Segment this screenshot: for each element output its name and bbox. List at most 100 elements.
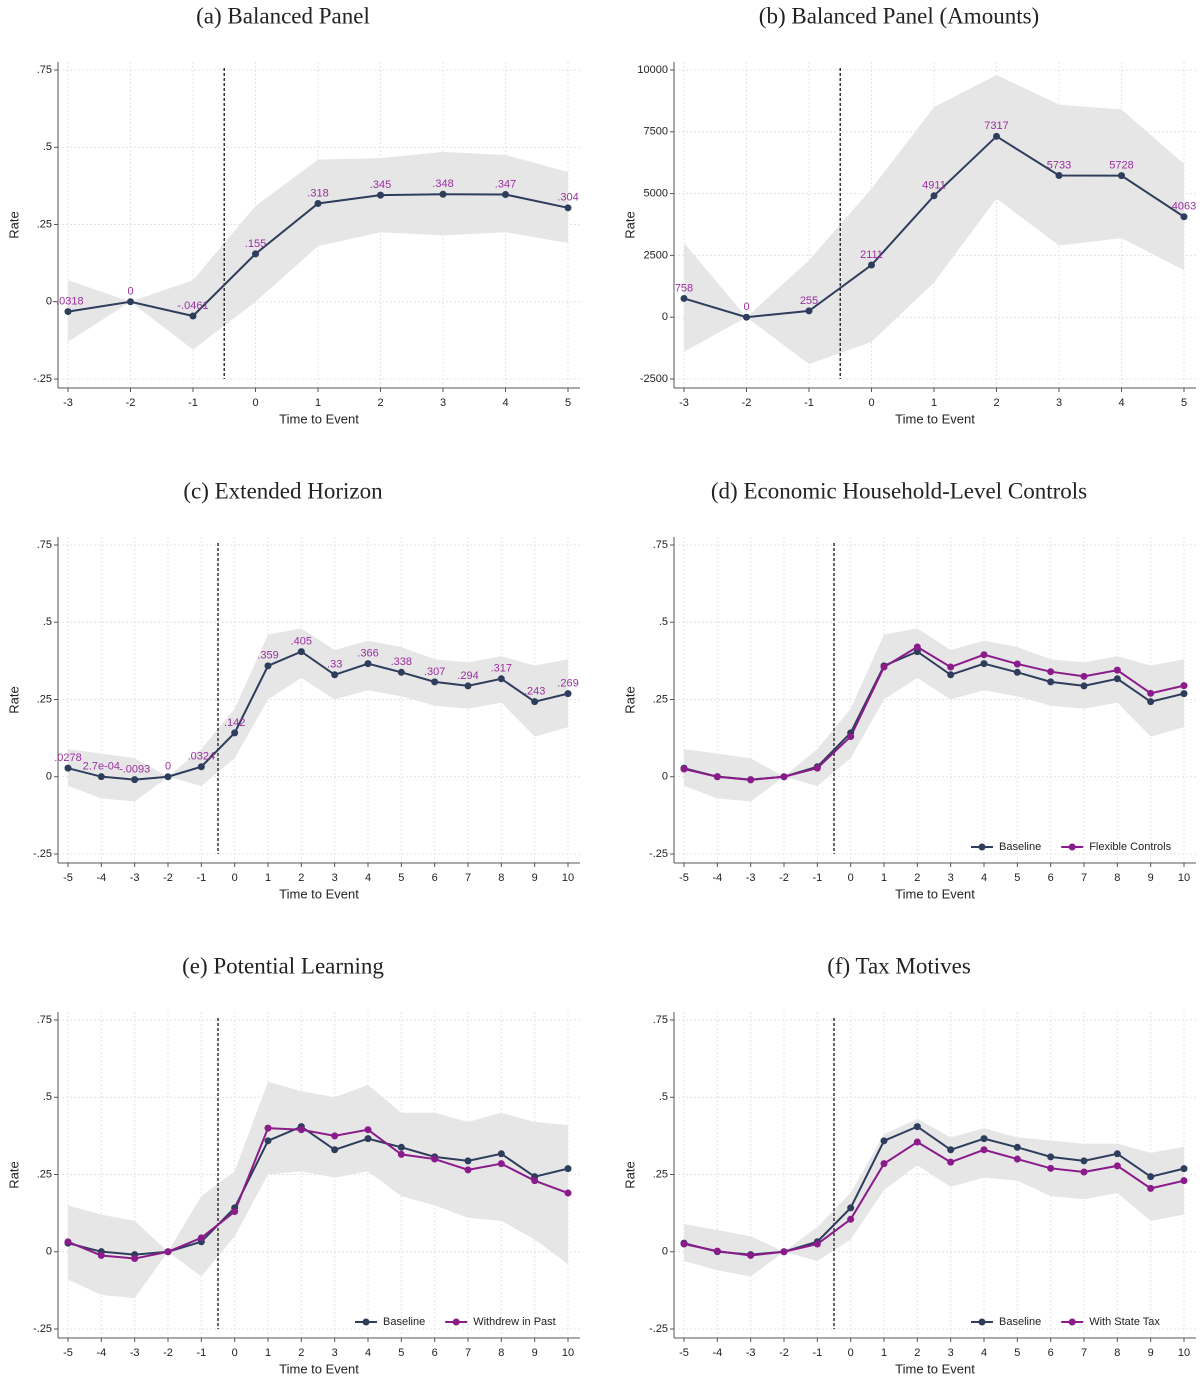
data-point <box>1118 172 1125 180</box>
y-axis-title: Rate <box>622 211 637 238</box>
x-tick-label: 3 <box>332 1347 338 1359</box>
data-point <box>993 132 1000 140</box>
data-point <box>397 668 405 676</box>
data-point <box>497 675 505 683</box>
series-line <box>67 1127 569 1260</box>
data-point <box>913 1123 921 1131</box>
legend-marker <box>452 1318 460 1326</box>
x-tick-label: 9 <box>1148 1347 1154 1359</box>
data-point <box>1113 1162 1121 1170</box>
data-label: .0278 <box>54 752 82 764</box>
data-point <box>743 313 750 321</box>
data-point <box>431 678 439 686</box>
data-point <box>431 1155 439 1163</box>
y-tick-label: 0 <box>46 296 52 308</box>
data-label: 2.7e-04 <box>83 761 120 773</box>
data-point <box>164 773 172 781</box>
x-tick-label: 3 <box>440 397 446 409</box>
x-tick-label: -4 <box>712 872 722 884</box>
data-point <box>97 1251 105 1259</box>
data-point <box>64 308 72 316</box>
legend-label: Flexible Controls <box>1089 841 1171 853</box>
y-tick-label: 0 <box>662 771 668 783</box>
x-tick-label: -4 <box>96 1347 106 1359</box>
y-tick-label: .25 <box>37 1168 52 1180</box>
data-label: .304 <box>557 192 578 204</box>
data-point <box>1147 689 1155 697</box>
x-tick-label: 6 <box>432 872 438 884</box>
x-tick-label: 8 <box>1114 1347 1120 1359</box>
y-axis-title: Rate <box>6 211 21 238</box>
data-point <box>297 648 305 656</box>
x-tick-label: 2 <box>298 1347 304 1359</box>
x-tick-label: 10 <box>562 1347 574 1359</box>
y-tick-label: 0 <box>662 311 668 323</box>
confidence-band <box>684 1118 1184 1277</box>
data-label: 4911 <box>922 180 946 192</box>
data-point <box>97 773 105 781</box>
data-point <box>947 1146 955 1154</box>
x-tick-label: 7 <box>1081 872 1087 884</box>
y-tick-label: .25 <box>37 693 52 705</box>
data-point <box>264 1124 272 1132</box>
x-tick-label: -5 <box>63 872 73 884</box>
data-point <box>680 294 688 302</box>
y-axis-title: Rate <box>6 1161 21 1188</box>
legend-marker <box>1068 1318 1076 1326</box>
legend-label: Baseline <box>383 1316 425 1328</box>
data-point <box>880 1137 888 1145</box>
y-tick-label: .75 <box>653 539 668 551</box>
data-point <box>847 733 855 741</box>
x-tick-label: -2 <box>163 1347 173 1359</box>
data-point <box>680 765 688 773</box>
panel: (f) Tax Motives -5 -4 -3 -2 -1 0 1 2 3 4 5 6 7 8 9 10 -.2… <box>622 953 1196 1376</box>
data-point <box>1147 1173 1155 1181</box>
data-label: 0 <box>127 286 133 298</box>
y-tick-label: -.25 <box>33 1323 52 1335</box>
data-point <box>564 1165 572 1173</box>
y-tick-label: .5 <box>659 616 668 628</box>
data-point <box>1013 660 1021 668</box>
data-point <box>297 1126 305 1134</box>
y-tick-label: .75 <box>37 1014 52 1026</box>
x-tick-label: 1 <box>931 397 937 409</box>
data-label: .317 <box>491 663 512 675</box>
y-tick-label: 0 <box>662 1246 668 1258</box>
data-point <box>1080 672 1088 680</box>
data-point <box>397 1143 405 1151</box>
x-tick-label: 5 <box>1014 1347 1020 1359</box>
data-label: 0 <box>743 301 749 313</box>
y-tick-label: -.25 <box>33 848 52 860</box>
data-point <box>231 729 239 737</box>
data-point <box>847 1215 855 1223</box>
data-point <box>264 1137 272 1145</box>
x-tick-label: 4 <box>981 1347 987 1359</box>
y-tick-label: 2500 <box>644 249 668 261</box>
x-tick-label: -3 <box>63 397 73 409</box>
x-tick-label: -3 <box>130 1347 140 1359</box>
data-label: .359 <box>257 650 278 662</box>
x-tick-label: 0 <box>232 1347 238 1359</box>
data-point <box>980 660 988 668</box>
data-point <box>1180 1177 1188 1185</box>
data-point <box>464 682 472 690</box>
data-label: .338 <box>391 656 412 668</box>
data-point <box>131 776 139 784</box>
data-point <box>497 1160 505 1168</box>
data-point <box>397 1150 405 1158</box>
data-point <box>947 671 955 679</box>
data-label: .294 <box>457 670 478 682</box>
data-point <box>1113 666 1121 674</box>
y-tick-label: -2500 <box>640 373 668 385</box>
x-tick-label: -2 <box>779 1347 789 1359</box>
x-tick-label: 4 <box>1118 397 1124 409</box>
data-point <box>747 1251 755 1259</box>
x-tick-label: -2 <box>742 397 752 409</box>
data-point <box>264 662 272 670</box>
x-tick-label: 8 <box>498 1347 504 1359</box>
data-point <box>564 1189 572 1197</box>
data-point <box>1047 678 1055 686</box>
x-tick-label: 3 <box>948 872 954 884</box>
y-tick-label: 0 <box>46 1246 52 1258</box>
